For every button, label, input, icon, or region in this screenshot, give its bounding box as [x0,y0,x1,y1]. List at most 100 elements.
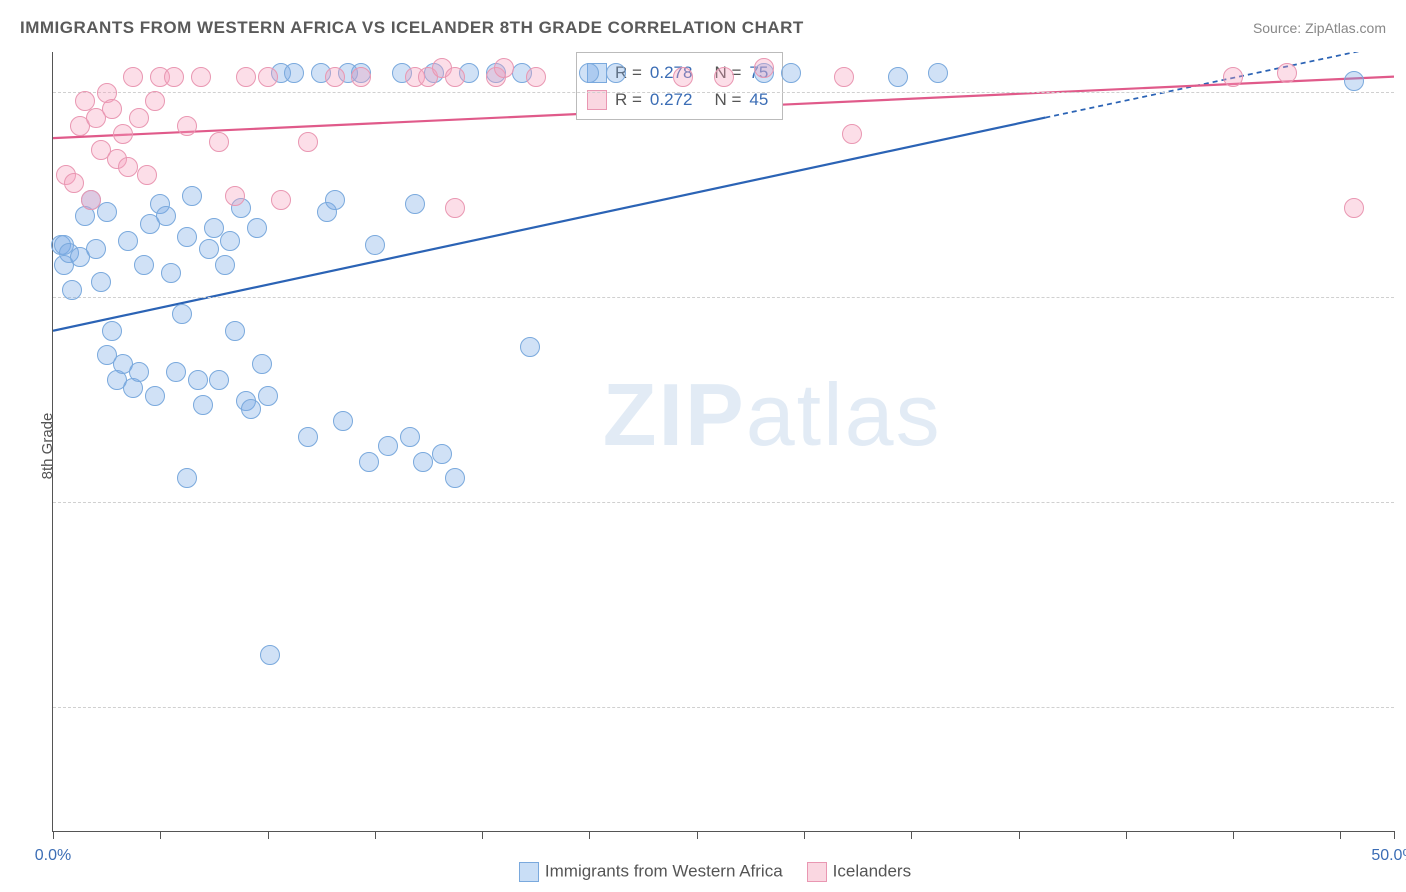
data-point [365,235,385,255]
data-point [191,67,211,87]
data-point [378,436,398,456]
data-point [413,452,433,472]
data-point [359,452,379,472]
data-point [606,63,626,83]
data-point [445,67,465,87]
data-point [520,337,540,357]
legend-r-label: R = [615,86,642,113]
watermark-rest: atlas [746,365,942,464]
xtick [1394,831,1395,839]
data-point [97,202,117,222]
legend-n-value: 45 [749,86,768,113]
gridline-h [53,707,1394,708]
data-point [62,280,82,300]
data-point [494,58,514,78]
data-point [325,190,345,210]
data-point [209,132,229,152]
data-point [188,370,208,390]
xtick [53,831,54,839]
data-point [1344,198,1364,218]
data-point [161,263,181,283]
data-point [86,239,106,259]
data-point [714,67,734,87]
data-point [129,108,149,128]
data-point [209,370,229,390]
data-point [400,427,420,447]
data-point [166,362,186,382]
data-point [172,304,192,324]
xtick [482,831,483,839]
data-point [247,218,267,238]
data-point [405,194,425,214]
data-point [579,63,599,83]
data-point [298,427,318,447]
data-point [842,124,862,144]
data-point [102,99,122,119]
data-point [113,124,133,144]
chart-source: Source: ZipAtlas.com [1253,20,1386,36]
data-point [258,386,278,406]
data-point [1223,67,1243,87]
data-point [1277,63,1297,83]
data-point [199,239,219,259]
xtick [375,831,376,839]
xtick [1340,831,1341,839]
watermark-bold: ZIP [603,365,746,464]
data-point [193,395,213,415]
legend-swatch [807,862,827,882]
chart-title: IMMIGRANTS FROM WESTERN AFRICA VS ICELAN… [20,18,804,38]
data-point [673,67,693,87]
gridline-h [53,297,1394,298]
data-point [445,468,465,488]
xtick [160,831,161,839]
xtick [697,831,698,839]
data-point [225,321,245,341]
data-point [271,190,291,210]
data-point [123,67,143,87]
xtick [1126,831,1127,839]
gridline-h [53,92,1394,93]
data-point [81,190,101,210]
legend-n-label: N = [714,86,741,113]
data-point [351,67,371,87]
legend-series-label: Icelanders [833,862,911,881]
xtick [1233,831,1234,839]
data-point [781,63,801,83]
data-point [432,444,452,464]
data-point [325,67,345,87]
data-point [888,67,908,87]
gridline-h [53,502,1394,503]
data-point [236,67,256,87]
data-point [129,362,149,382]
xtick [589,831,590,839]
legend-row: R = 0.272 N = 45 [587,86,768,113]
legend-r-value: 0.272 [650,86,693,113]
data-point [134,255,154,275]
data-point [1344,71,1364,91]
data-point [928,63,948,83]
xtick [1019,831,1020,839]
data-point [145,386,165,406]
data-point [91,272,111,292]
series-legend: Immigrants from Western AfricaIcelanders [0,861,1406,882]
data-point [215,255,235,275]
data-point [298,132,318,152]
data-point [834,67,854,87]
data-point [258,67,278,87]
plot-area: ZIPatlas R =0.278N =75R =0.272N =45 85.0… [52,52,1394,832]
watermark: ZIPatlas [603,364,942,466]
trend-lines [53,52,1394,831]
data-point [754,58,774,78]
data-point [220,231,240,251]
data-point [260,645,280,665]
data-point [526,67,546,87]
legend-swatch [519,862,539,882]
data-point [252,354,272,374]
data-point [137,165,157,185]
data-point [177,116,197,136]
xtick [911,831,912,839]
data-point [225,186,245,206]
data-point [177,227,197,247]
data-point [284,63,304,83]
data-point [102,321,122,341]
